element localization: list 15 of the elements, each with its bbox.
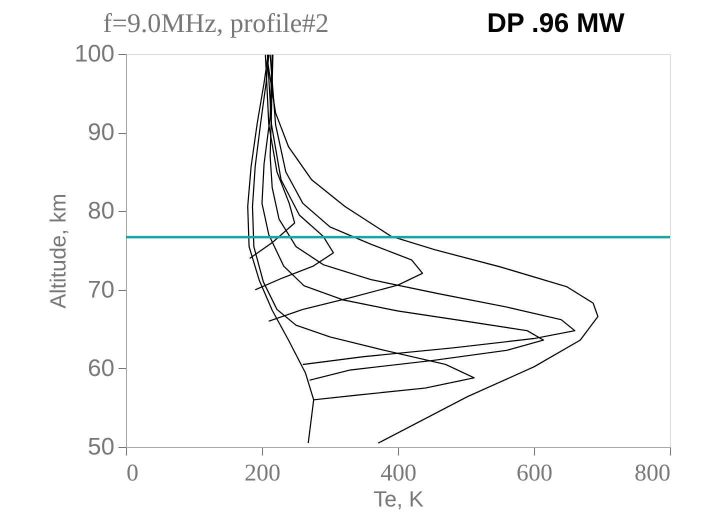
y-tick-label: 80 (88, 198, 114, 225)
text: DP .96 MW (487, 8, 626, 38)
x-tick-label: 400 (380, 460, 416, 486)
x-tick-label: 600 (516, 460, 552, 486)
x-tick-label: 0 (126, 460, 138, 486)
x-tick-label: 800 (634, 460, 670, 486)
y-tick-label: 100 (74, 40, 114, 68)
y-tick-label: 90 (88, 119, 114, 146)
chart-title: f=9.0MHz, profile#2 (103, 8, 329, 38)
y-axis-title: Altitude, km (45, 194, 70, 308)
y-tick-label: 60 (88, 354, 114, 382)
y-tick-label: 50 (88, 434, 114, 460)
x-axis-title: Te, K (373, 486, 424, 512)
y-tick-label: 70 (88, 276, 114, 304)
x-tick-label: 200 (244, 460, 280, 486)
